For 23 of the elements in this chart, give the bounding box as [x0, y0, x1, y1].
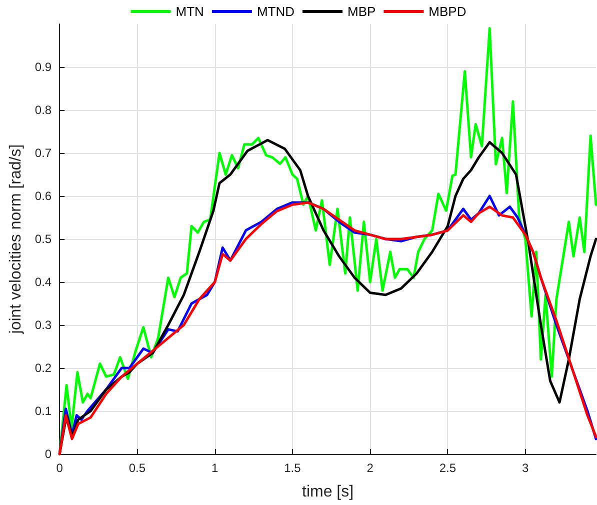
y-tick-label: 0.7 — [34, 146, 52, 160]
x-tick-label: 2 — [366, 461, 374, 475]
y-tick-label: 0.4 — [34, 275, 52, 289]
y-tick-label: 0.8 — [34, 103, 52, 117]
y-tick-label: 0.6 — [34, 189, 52, 203]
x-tick-label: 0 — [56, 461, 64, 475]
y-axis-title: joint velocities norm [rad/s] — [8, 144, 24, 335]
y-tick-label: 0.1 — [34, 404, 52, 418]
y-tick-label: 0.2 — [34, 361, 52, 375]
x-tick-label: 0.5 — [128, 461, 146, 475]
legend-label: MBPD — [428, 4, 466, 19]
y-tick-label: 0.3 — [34, 318, 52, 332]
x-tick-label: 1.5 — [284, 461, 302, 475]
y-tick-label: 0 — [44, 447, 52, 461]
y-tick-label: 0.5 — [34, 232, 52, 246]
y-tick-label: 0.9 — [34, 60, 52, 74]
x-axis-title: time [s] — [302, 484, 354, 500]
legend-label: MBP — [347, 4, 376, 19]
legend-label: MTND — [256, 4, 294, 19]
legend-label: MTN — [176, 4, 204, 19]
x-tick-label: 2.5 — [439, 461, 456, 475]
x-tick-label: 3 — [522, 461, 530, 475]
x-tick-label: 1 — [211, 461, 218, 475]
